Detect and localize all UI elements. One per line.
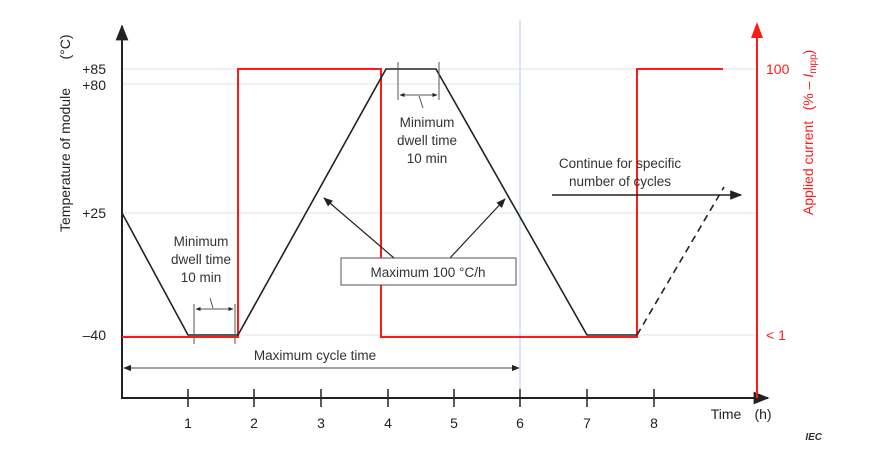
y-axis-right-arrowhead [751,22,763,38]
x-tick-2: 2 [250,415,258,431]
y-left-tick-labels: +85 +80 +25 –40 [82,61,106,343]
svg-text:10 min: 10 min [181,270,222,285]
temperature-continuation-dashed [636,186,725,336]
svg-text:10 min: 10 min [407,151,448,166]
ramp-rate-box [340,257,517,286]
x-tick-5: 5 [450,415,458,431]
svg-text:number of cycles: number of cycles [569,174,671,189]
svg-text:dwell time: dwell time [397,133,457,148]
y-tick-25: +25 [82,205,106,221]
svg-text:Minimum: Minimum [174,234,229,249]
low-dwell-label: Minimum dwell time 10 min [171,234,231,285]
continue-label: Continue for specific number of cycles [559,156,682,189]
svg-text:Continue for specific: Continue for specific [559,156,682,171]
x-ticks [187,389,655,407]
ramp-rate-label: Maximum 100 °C/h [371,265,486,280]
temperature-series-line [121,68,637,336]
ramp-arrow-right [449,198,506,259]
cycle-time-label: Maximum cycle time [254,348,376,363]
x-tick-labels: 1 2 3 4 5 6 7 8 [184,415,658,431]
x-tick-8: 8 [650,415,658,431]
x-axis-title: Time [711,406,742,422]
guide-lines [122,68,757,336]
y-tick-minus40: –40 [83,327,107,343]
y-tick-80: +80 [82,77,106,93]
svg-text:Minimum: Minimum [400,115,455,130]
y-right-title-group: Applied current (% – Impp) [800,50,819,215]
ramp-arrow-left [323,197,395,259]
low-dwell-bracket [193,297,236,344]
high-dwell-bracket [397,62,440,109]
y-tick-85: +85 [82,61,106,77]
x-tick-7: 7 [583,415,591,431]
x-tick-6: 6 [516,415,524,431]
source-label: IEC [805,432,822,443]
y-left-title: Temperature of module [57,88,73,232]
y-right-title: Applied current [800,121,816,215]
y-right-tick-lt1: < 1 [766,327,786,343]
x-tick-1: 1 [184,415,192,431]
x-tick-3: 3 [317,415,325,431]
y-right-unit: (% – Impp) [800,50,819,111]
y-left-unit: (°C) [57,34,73,59]
x-axis-unit: (h) [754,406,771,422]
x-tick-4: 4 [384,415,392,431]
y-left-title-group: Temperature of module (°C) [57,34,73,232]
y-right-tick-100: 100 [766,61,790,77]
high-dwell-label: Minimum dwell time 10 min [397,115,457,166]
current-series-line [122,68,723,338]
svg-text:dwell time: dwell time [171,252,231,267]
